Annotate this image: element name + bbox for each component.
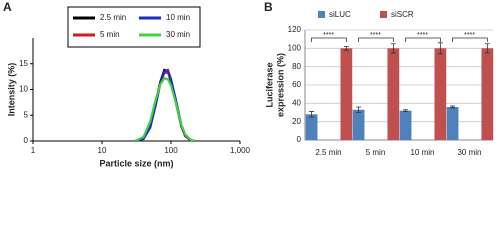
y-tick-label: 100: [288, 43, 302, 52]
legend-label: siSCR: [391, 10, 414, 19]
significance-label: ****: [464, 32, 475, 39]
y-tick-label: 20: [292, 117, 301, 126]
legend-swatch: [318, 11, 325, 18]
error-bar: [343, 46, 349, 51]
x-tick-label: 2.5 min: [315, 148, 341, 157]
x-tick-label: 100: [164, 146, 178, 155]
significance-bracket: [311, 37, 347, 42]
x-tick-label: 10: [98, 146, 107, 155]
x-tick-label: 30 min: [457, 148, 481, 157]
data-line: [134, 76, 195, 143]
error-bar: [390, 43, 396, 54]
bar: [399, 110, 412, 140]
legend-box: [67, 6, 201, 48]
bar: [481, 48, 494, 141]
x-axis-label: Particle size (nm): [99, 158, 173, 168]
legend-label: 2.5 min: [100, 13, 126, 22]
error-bar: [437, 42, 443, 55]
significance-bracket: [405, 37, 441, 42]
y-tick-label: 5: [24, 110, 29, 119]
error-bar: [356, 106, 362, 113]
y-tick-label: 0: [24, 136, 29, 145]
y-tick-label: 0: [297, 135, 302, 144]
legend-label: 10 min: [166, 13, 190, 22]
y-tick-label: 40: [292, 98, 301, 107]
bar: [352, 109, 365, 140]
data-line: [134, 71, 195, 143]
x-tick-label: 5 min: [366, 148, 386, 157]
x-tick-label: 1: [31, 146, 36, 155]
error-bar: [309, 111, 315, 118]
legend-label: 5 min: [100, 30, 120, 39]
bar: [305, 114, 318, 140]
bar: [340, 48, 353, 141]
y-tick-label: 10: [19, 85, 28, 94]
error-bar: [450, 105, 456, 109]
data-line: [134, 68, 195, 143]
bar: [387, 48, 400, 141]
x-tick-label: 10 min: [410, 148, 434, 157]
bar: [446, 107, 459, 140]
figure: A 0 5 10 15 1 10 100 1,000 Particle size (nm) Inte…: [3, 0, 494, 168]
error-bar: [403, 109, 409, 112]
y-tick-label: 15: [19, 59, 28, 68]
significance-label: ****: [323, 32, 334, 39]
panel-label: A: [3, 0, 12, 14]
y-tick-label: 120: [288, 25, 302, 34]
significance-label: ****: [370, 32, 381, 39]
y-axis-label: expression (%): [275, 53, 285, 117]
y-axis-label: Luciferase: [264, 62, 274, 107]
bar: [434, 48, 447, 141]
significance-label: ****: [417, 32, 428, 39]
significance-bracket: [358, 37, 394, 42]
significance-bracket: [452, 37, 488, 42]
y-tick-label: 60: [292, 80, 301, 89]
legend-swatch: [380, 11, 387, 18]
legend-label: siLUC: [329, 10, 351, 19]
data-line: [134, 68, 195, 143]
legend-label: 30 min: [166, 30, 190, 39]
error-bar: [484, 43, 490, 54]
x-tick-label: 1,000: [230, 146, 251, 155]
panel-label: B: [264, 0, 273, 14]
y-tick-label: 80: [292, 62, 301, 71]
y-axis-label: Intensity (%): [6, 63, 16, 117]
